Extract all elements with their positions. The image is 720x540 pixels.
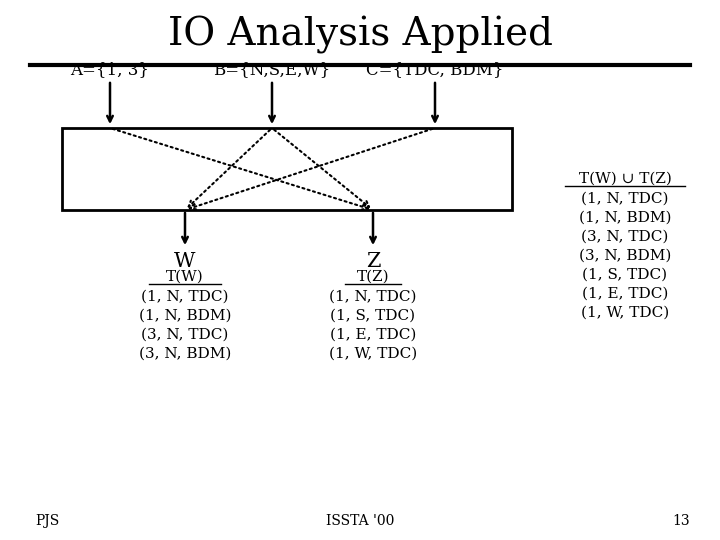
- Text: (1, N, BDM): (1, N, BDM): [139, 309, 231, 323]
- Text: (1, E, TDC): (1, E, TDC): [330, 328, 416, 342]
- Text: (3, N, BDM): (3, N, BDM): [579, 249, 671, 263]
- Bar: [62, 128, 512, 210]
- Text: (1, N, TDC): (1, N, TDC): [141, 290, 229, 304]
- Text: T(W): T(W): [166, 270, 204, 284]
- Text: (1, S, TDC): (1, S, TDC): [582, 268, 667, 282]
- Text: Z: Z: [366, 252, 380, 271]
- Text: A={1, 3}: A={1, 3}: [71, 61, 150, 78]
- Text: (1, N, TDC): (1, N, TDC): [329, 290, 417, 304]
- Text: (1, N, BDM): (1, N, BDM): [579, 211, 671, 225]
- Text: (1, E, TDC): (1, E, TDC): [582, 287, 668, 301]
- Text: T(W) ∪ T(Z): T(W) ∪ T(Z): [579, 172, 672, 186]
- Text: W: W: [174, 252, 196, 271]
- Text: (1, N, TDC): (1, N, TDC): [581, 192, 669, 206]
- Text: C={TDC, BDM}: C={TDC, BDM}: [366, 61, 504, 78]
- Text: (1, W, TDC): (1, W, TDC): [329, 347, 417, 361]
- Text: (1, S, TDC): (1, S, TDC): [330, 309, 415, 323]
- Text: T(Z): T(Z): [356, 270, 390, 284]
- Text: PJS: PJS: [35, 514, 59, 528]
- Text: (3, N, TDC): (3, N, TDC): [581, 230, 669, 244]
- Text: (3, N, TDC): (3, N, TDC): [141, 328, 229, 342]
- Text: (3, N, BDM): (3, N, BDM): [139, 347, 231, 361]
- Text: (1, W, TDC): (1, W, TDC): [581, 306, 669, 320]
- Text: IO Analysis Applied: IO Analysis Applied: [168, 16, 552, 54]
- Text: 13: 13: [672, 514, 690, 528]
- Text: ISSTA '00: ISSTA '00: [326, 514, 394, 528]
- Text: B={N,S,E,W}: B={N,S,E,W}: [213, 61, 330, 78]
